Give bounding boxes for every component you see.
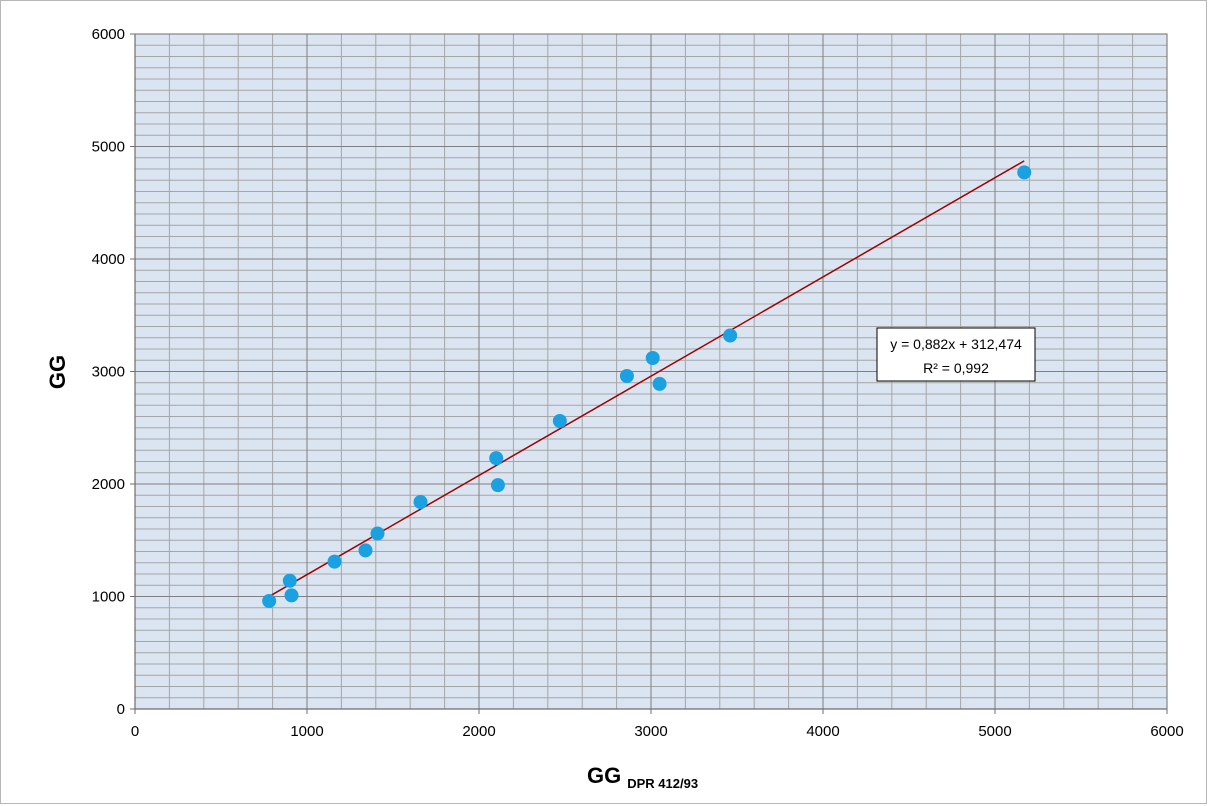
x-axis-title-main: GG (587, 763, 621, 788)
x-axis-title: GG DPR 412/93 (587, 763, 698, 791)
x-tick-label: 0 (131, 723, 139, 740)
data-point (327, 554, 342, 569)
data-points (262, 165, 1032, 608)
x-tick-label: 3000 (634, 723, 667, 740)
r-squared-label: R² = 0,992 (923, 360, 989, 376)
x-axis-title-subscript: DPR 412/93 (627, 776, 698, 791)
data-point (413, 495, 428, 509)
data-point (282, 573, 297, 588)
data-point (358, 543, 373, 558)
y-tick-label: 6000 (92, 26, 125, 43)
x-tick-label: 1000 (290, 723, 323, 740)
y-tick-labels: 0 1000 2000 3000 4000 5000 6000 (92, 26, 135, 718)
data-point (370, 526, 385, 541)
trendline (268, 160, 1025, 598)
data-point (652, 376, 667, 391)
data-point (723, 328, 738, 343)
data-point (552, 414, 567, 428)
y-tick-label: 5000 (92, 139, 125, 156)
y-tick-label: 0 (117, 701, 125, 718)
trendline-equation: y = 0,882x + 312,474 (890, 336, 1022, 352)
x-tick-label: 5000 (978, 723, 1011, 740)
y-tick-label: 4000 (92, 251, 125, 268)
data-point (645, 351, 660, 365)
y-tick-label: 2000 (92, 476, 125, 493)
y-axis-title: GG (45, 355, 70, 389)
data-point (284, 588, 299, 603)
x-tick-labels: 0 1000 2000 3000 4000 5000 6000 (131, 709, 1184, 740)
x-tick-label: 2000 (462, 723, 495, 740)
x-tick-label: 4000 (806, 723, 839, 740)
data-point (1017, 165, 1032, 180)
y-tick-label: 3000 (92, 364, 125, 381)
data-point (262, 594, 277, 608)
data-point (490, 478, 505, 493)
x-tick-label: 6000 (1150, 723, 1183, 740)
y-tick-label: 1000 (92, 589, 125, 606)
data-point (489, 451, 504, 466)
equation-box: y = 0,882x + 312,474 R² = 0,992 (876, 327, 1036, 382)
data-point (619, 369, 634, 383)
